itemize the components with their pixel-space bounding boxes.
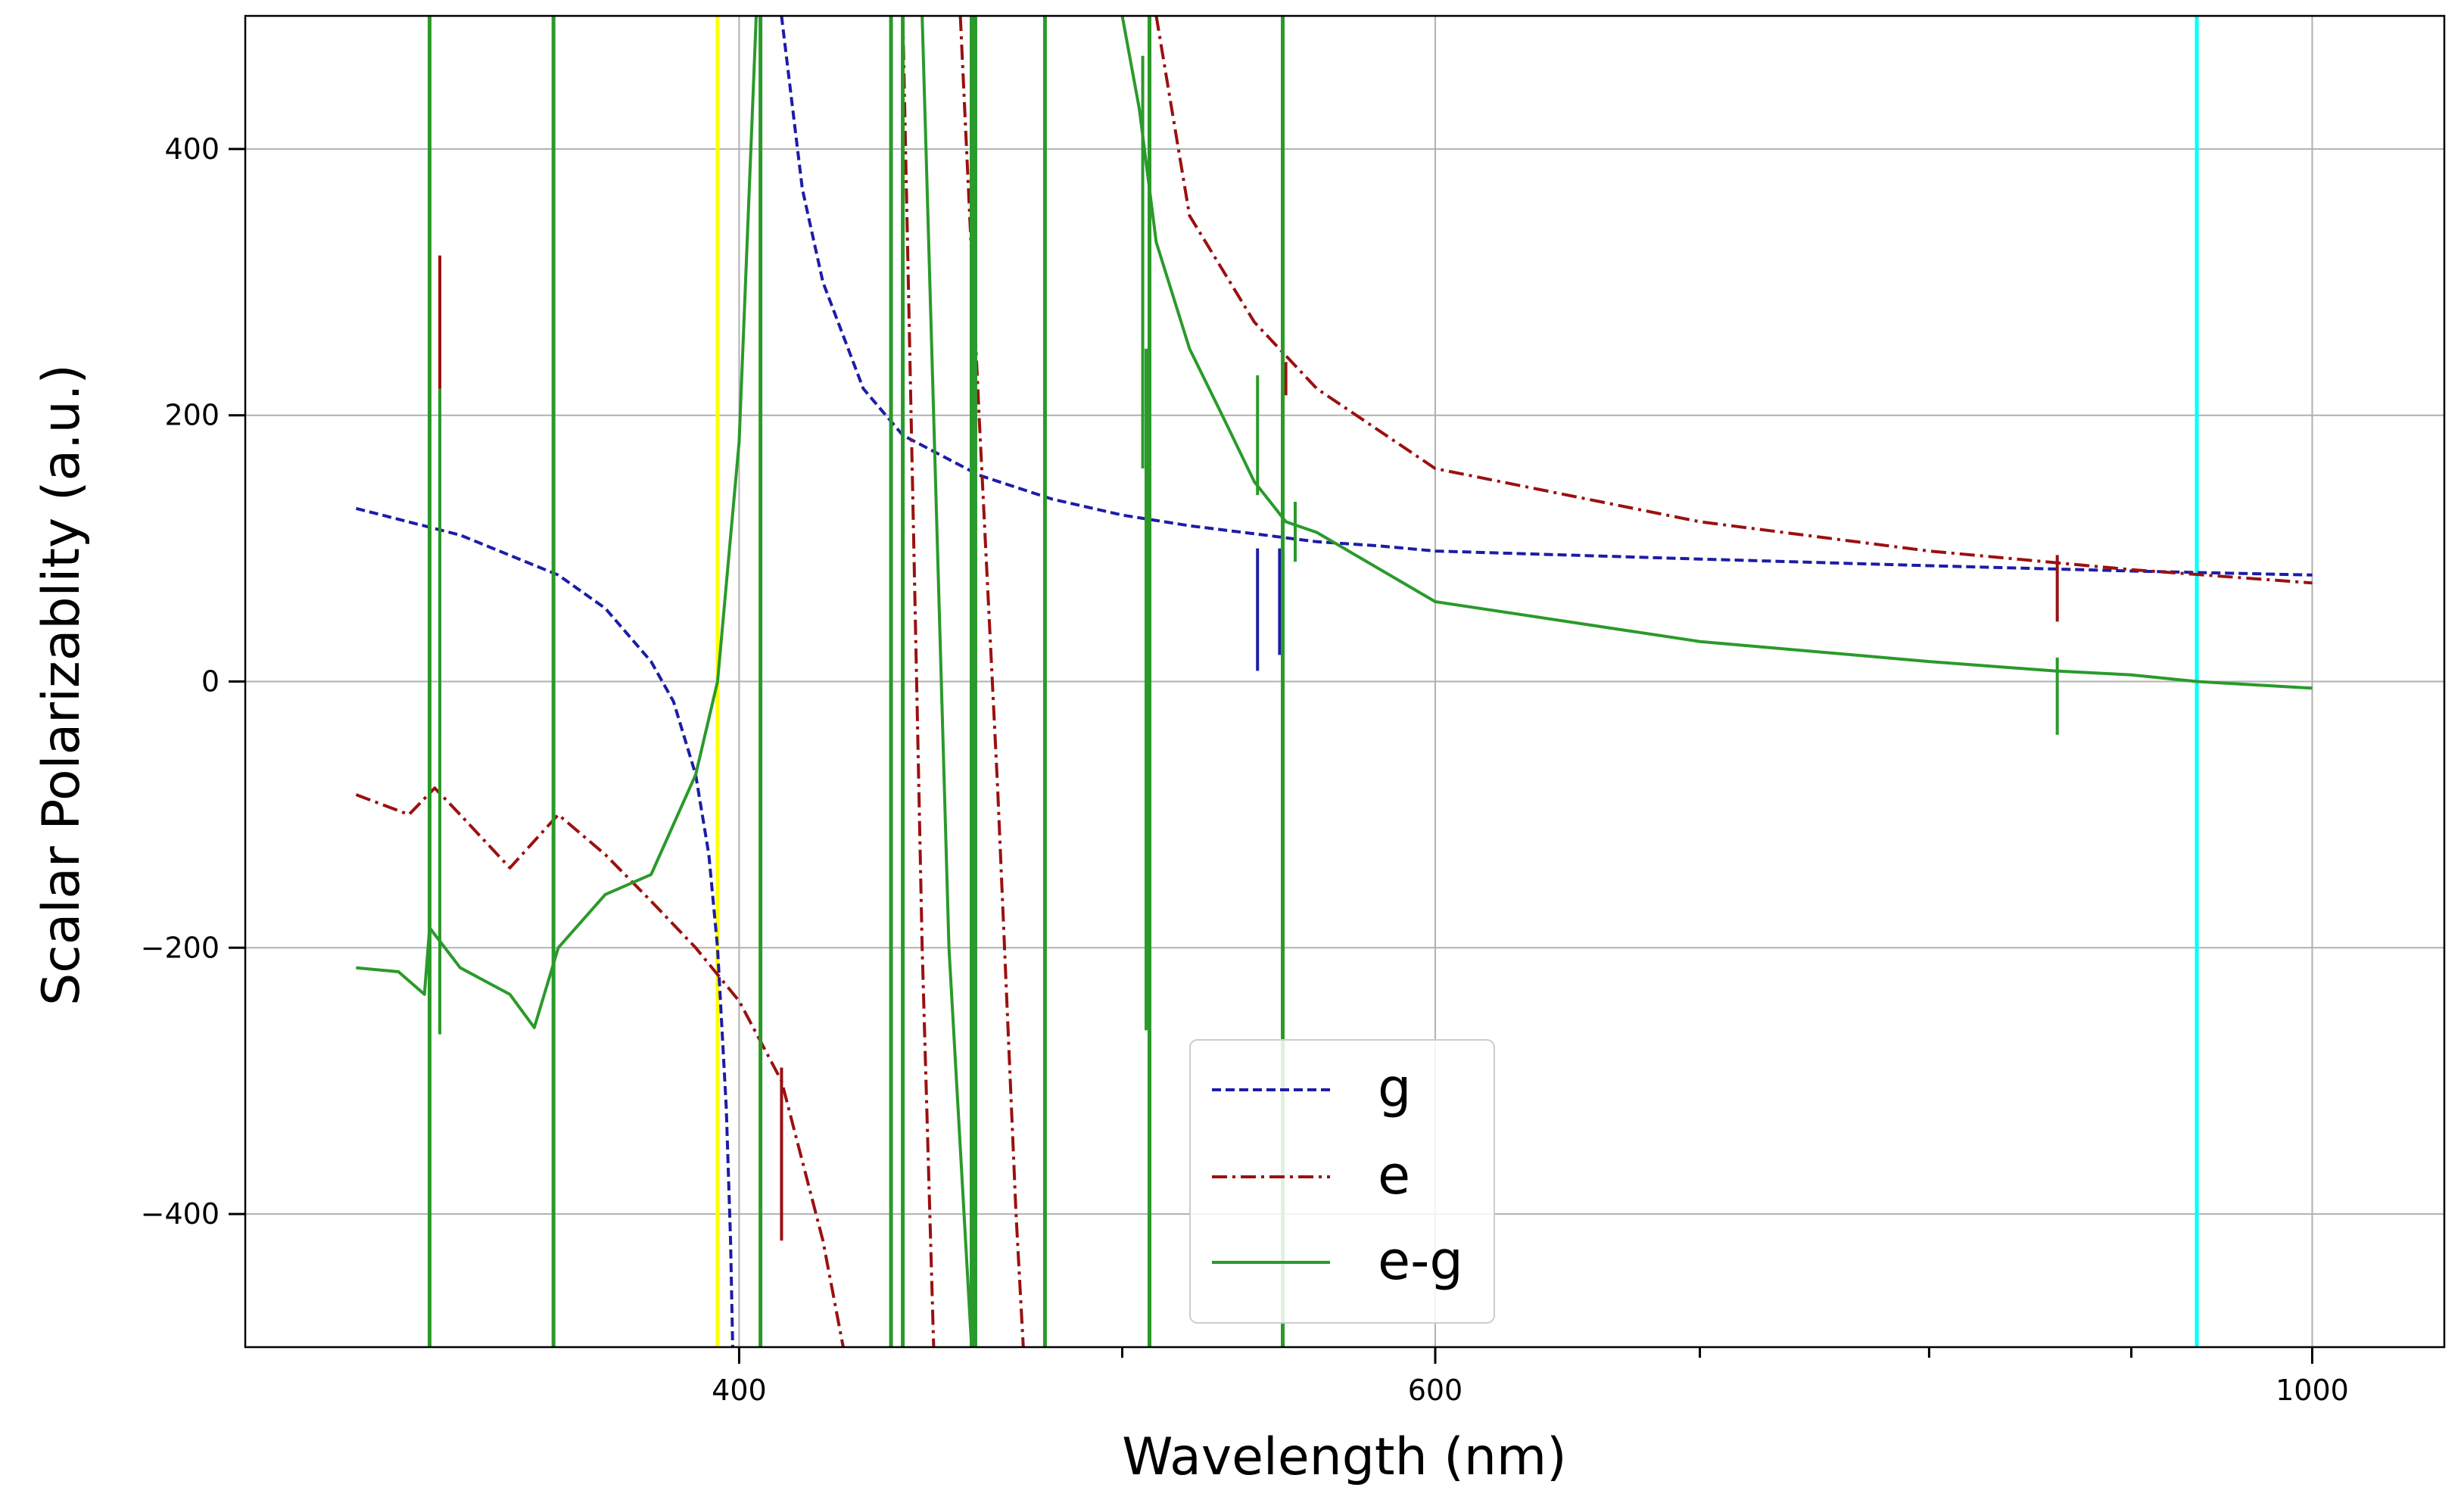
- axis-ticks: 400 200 0 −200 −400 400 600 1000: [141, 132, 2349, 1407]
- legend-box: [1189, 1039, 1495, 1324]
- legend-label-g: g: [1378, 1057, 1411, 1119]
- series-g: [355, 16, 2313, 1347]
- series-group: [355, 16, 2313, 1347]
- x-tick-label: 600: [1408, 1374, 1463, 1407]
- line-e: [355, 16, 2313, 1347]
- x-tick-label: 400: [712, 1374, 767, 1407]
- legend: g e e-g: [1189, 1039, 1495, 1324]
- y-axis-title: Scalar Polarizablity (a.u.): [32, 364, 92, 1006]
- line-g: [355, 16, 2313, 1347]
- x-tick-label: 1000: [2276, 1374, 2349, 1407]
- y-tick-label: 400: [164, 132, 220, 166]
- y-tick-label: 200: [164, 399, 220, 432]
- line-e-g: [356, 16, 2313, 1347]
- y-tick-label: −400: [141, 1197, 220, 1231]
- legend-label-e: e: [1378, 1144, 1410, 1206]
- series-e-g: [356, 16, 2313, 1347]
- y-tick-label: 0: [201, 665, 220, 699]
- y-tick-label: −200: [141, 931, 220, 964]
- x-axis-title: Wavelength (nm): [1122, 1427, 1566, 1487]
- legend-label-e-g: e-g: [1378, 1230, 1463, 1292]
